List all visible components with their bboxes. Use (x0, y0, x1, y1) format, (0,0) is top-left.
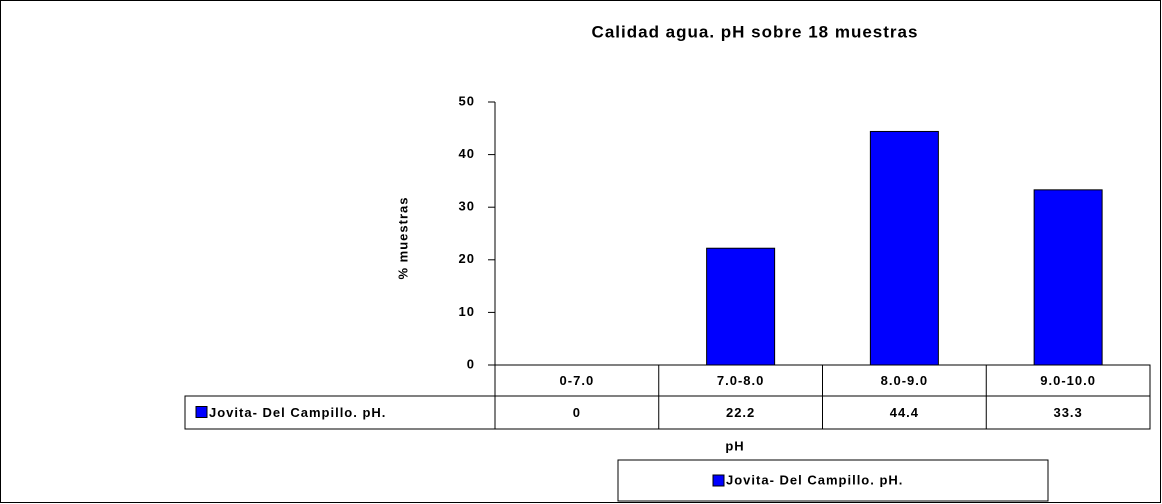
x-axis-label: pH (725, 438, 744, 453)
x-tick-label: 9.0-10.0 (1040, 373, 1096, 388)
bar (1033, 189, 1103, 366)
x-tick-label: 8.0-9.0 (881, 373, 928, 388)
chart-title: Calidad agua. pH sobre 18 muestras (592, 22, 919, 41)
data-label: 22.2 (726, 405, 755, 420)
y-tick-label: 30 (459, 199, 475, 214)
legend-key (712, 474, 725, 487)
legend-key (195, 406, 208, 418)
table-row (184, 395, 1151, 430)
y-axis-label: % muestras (395, 197, 410, 280)
x-tick-label: 7.0-8.0 (717, 373, 764, 388)
y-tick-label: 0 (467, 356, 475, 371)
data-label: 44.4 (890, 405, 919, 420)
table-series-name: Jovita- Del Campillo. pH. (209, 405, 386, 420)
data-label: 33.3 (1053, 405, 1082, 420)
data-label: 0 (573, 405, 581, 420)
bar (869, 130, 939, 366)
legend-box (617, 459, 1049, 502)
legend-label: Jovita- Del Campillo. pH. (726, 472, 903, 487)
y-tick-label: 50 (459, 93, 475, 108)
y-tick-label: 20 (459, 251, 475, 266)
x-tick-label: 0-7.0 (560, 373, 595, 388)
y-tick-label: 40 (459, 146, 475, 161)
bar (706, 247, 776, 366)
y-tick-label: 10 (459, 304, 475, 319)
